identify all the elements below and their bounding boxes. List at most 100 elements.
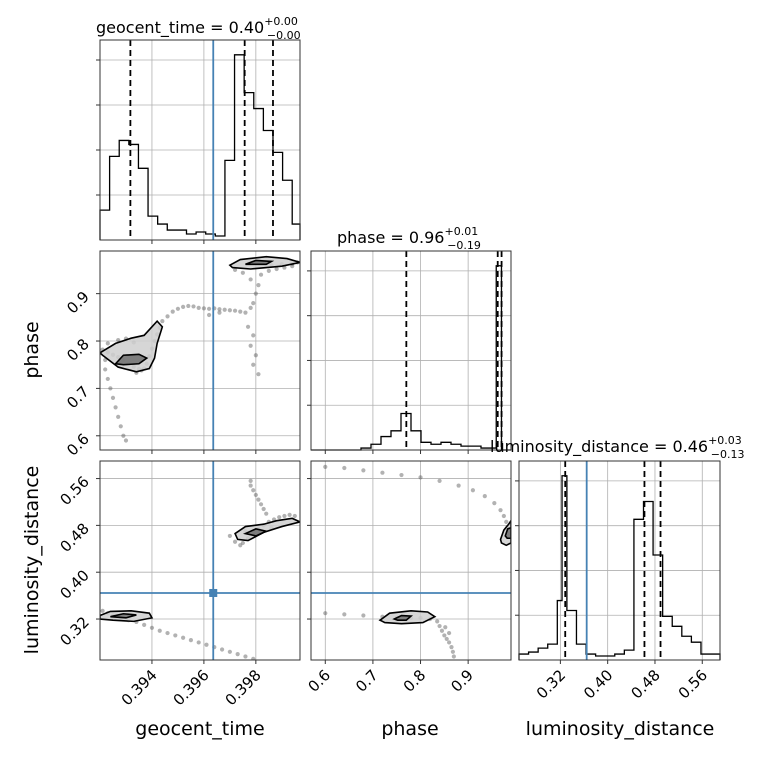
sample-point: [253, 492, 258, 498]
ylabel-phase: phase: [21, 321, 43, 378]
y-tick-label: 0.6: [63, 430, 93, 460]
contour-level-1: [113, 353, 149, 366]
xlabel-luminosity-distance: luminosity_distance: [526, 718, 715, 740]
x-tick-label: 0.40: [580, 666, 616, 702]
sample-point: [492, 501, 497, 506]
sample-point: [290, 264, 295, 269]
sample-point: [186, 303, 191, 309]
panel-frame: [99, 39, 301, 241]
x-tick-label: 0.396: [170, 666, 213, 709]
y-tick-label: 0.48: [56, 519, 92, 555]
sample-point: [204, 642, 209, 647]
panel-background: [311, 461, 511, 660]
xlabel-phase: phase: [381, 718, 438, 740]
sample-point: [450, 649, 456, 654]
ylabel-luminosity-distance: luminosity_distance: [21, 466, 43, 655]
sample-point: [251, 656, 256, 660]
sample-point: [196, 640, 201, 645]
sample-point: [418, 475, 423, 480]
sample-point: [251, 301, 256, 306]
x-tick-label: 0.7: [352, 666, 382, 696]
panel-frame: [518, 460, 721, 661]
sample-point: [251, 488, 256, 493]
sample-point: [256, 372, 261, 377]
sample-point: [342, 612, 347, 617]
contour-level-3: [504, 526, 511, 540]
sample-point: [105, 376, 110, 382]
sample-point: [253, 353, 258, 358]
sample-point: [201, 306, 206, 311]
sample-point: [232, 308, 238, 313]
sample-point: [277, 515, 282, 520]
title-phase: phase = 0.96+0.01 −0.19: [337, 225, 481, 252]
sample-point: [504, 519, 509, 524]
title-luminosity-distance: luminosity_distance = 0.46+0.03 −0.13: [490, 434, 745, 461]
sample-point: [206, 306, 212, 311]
x-tick-labels-geocent-time: 0.394 0.396 0.398: [118, 660, 265, 709]
sample-point: [142, 622, 147, 627]
x-tick-label: 0.48: [627, 666, 663, 702]
sample-point: [251, 333, 256, 338]
panel-background: [519, 461, 720, 660]
sample-point: [498, 508, 503, 513]
sample-point: [232, 539, 238, 544]
sample-point: [248, 478, 253, 483]
sample-point: [399, 472, 404, 478]
y-tick-label: 0.9: [63, 288, 93, 318]
sample-point: [181, 635, 186, 640]
sample-point: [170, 309, 175, 314]
sample-point: [100, 608, 105, 613]
sample-point: [240, 270, 245, 275]
sample-point: [253, 291, 258, 296]
sample-point: [235, 652, 240, 657]
sample-point: [227, 533, 232, 539]
truth-marker: [209, 588, 218, 597]
sample-point: [110, 395, 116, 400]
sample-point: [439, 628, 445, 633]
sample-point: [206, 312, 212, 318]
xlabel-geocent-time: geocent_time: [135, 718, 264, 740]
sample-point: [274, 266, 279, 272]
hist-panel-luminosity-distance: [515, 460, 721, 661]
hist-outline-luminosity-distance: [518, 475, 721, 660]
sample-point: [446, 640, 452, 645]
sample-point: [232, 267, 238, 273]
hist-panel-geocent-time: [96, 39, 301, 241]
sample-point: [323, 611, 328, 616]
sample-point: [217, 310, 222, 315]
x-tick-label: 0.398: [222, 666, 265, 709]
panel-frame: [99, 250, 301, 451]
contour-level-3: [245, 259, 275, 266]
sample-point: [219, 647, 225, 652]
sample-point: [118, 424, 123, 429]
sample-point: [181, 304, 186, 310]
x-tick-label: 0.394: [118, 666, 161, 709]
sample-point: [446, 630, 452, 636]
2d-panel-geocent-time-luminosity-distance: [96, 460, 301, 661]
sample-point: [116, 337, 121, 343]
sample-point: [435, 619, 440, 624]
sample-point: [437, 478, 442, 483]
sample-point: [103, 367, 108, 372]
sample-point: [116, 414, 121, 419]
y-tick-label: 0.7: [63, 383, 93, 413]
sample-point: [123, 438, 129, 443]
sample-point: [287, 512, 292, 517]
sample-point: [258, 502, 264, 507]
sample-point: [380, 470, 385, 475]
hist-panel-phase: [307, 250, 512, 451]
sample-point: [261, 506, 266, 512]
sample-point: [256, 497, 261, 502]
sample-point: [361, 613, 366, 618]
sample-point: [501, 513, 506, 519]
sample-point: [121, 433, 126, 438]
panel-frame: [310, 460, 512, 661]
sample-point: [248, 343, 253, 348]
sample-point: [173, 633, 178, 638]
sample-point: [482, 494, 487, 499]
sample-point: [449, 645, 454, 650]
y-tick-label: 0.8: [63, 335, 93, 365]
sample-point: [157, 628, 162, 633]
contour-level-1: [392, 614, 414, 621]
y-tick-labels-phase: 0.6 0.7 0.8 0.9: [63, 288, 93, 460]
